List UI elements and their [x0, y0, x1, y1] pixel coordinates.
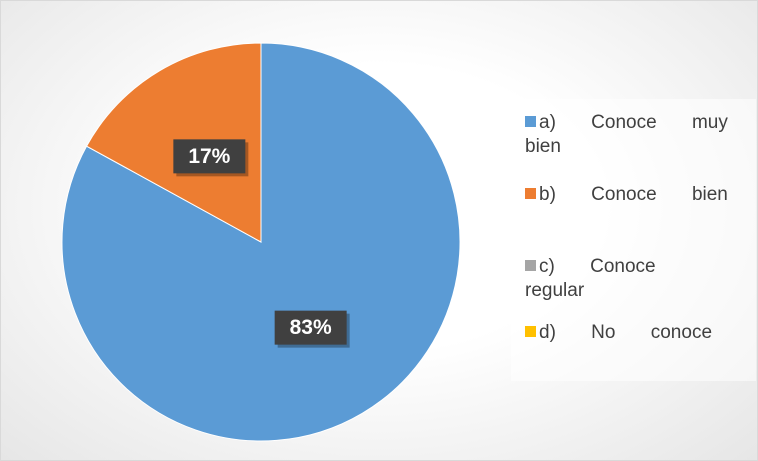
- legend-item: c) Conoce regular: [525, 255, 750, 303]
- legend-swatch: [525, 260, 536, 271]
- data-label-text: 83%: [290, 316, 332, 339]
- legend-item: a) Conoce muy bien: [525, 111, 750, 159]
- data-label: 83%: [274, 310, 350, 348]
- legend-text: b) Conoce bien: [539, 184, 728, 205]
- legend: a) Conoce muy bien b) Conoce bien c) Conoc…: [511, 99, 756, 381]
- data-label-text: 17%: [188, 145, 230, 168]
- data-label-box: [173, 139, 246, 174]
- data-label: 17%: [173, 139, 249, 177]
- legend-item: b) Conoce bien: [525, 183, 750, 207]
- data-label-box: [274, 310, 347, 345]
- legend-text: a) Conoce muy bien: [525, 112, 728, 157]
- legend-text: c) Conoce regular: [525, 256, 656, 301]
- legend-swatch: [525, 188, 536, 199]
- legend-swatch: [525, 326, 536, 337]
- legend-text: d) No conoce: [539, 322, 713, 343]
- legend-swatch: [525, 116, 536, 127]
- legend-item: d) No conoce: [525, 321, 750, 345]
